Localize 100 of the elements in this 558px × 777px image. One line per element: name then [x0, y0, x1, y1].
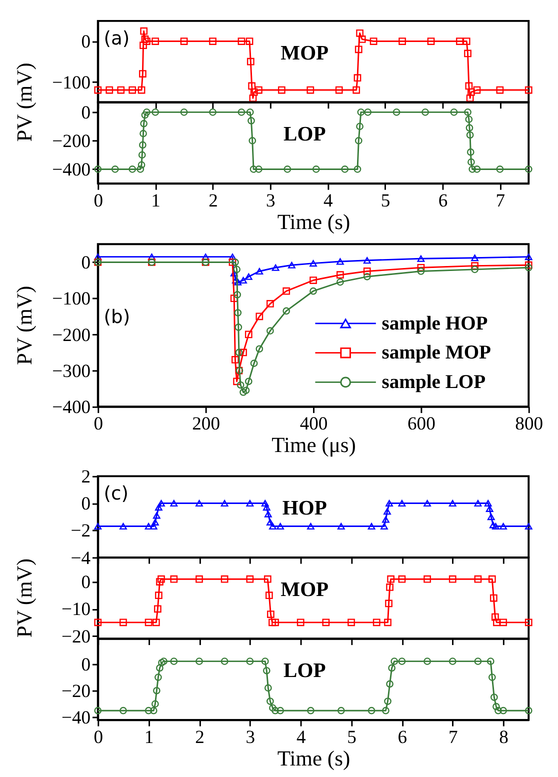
point	[468, 158, 475, 166]
point	[422, 108, 429, 116]
point	[158, 575, 165, 583]
point	[388, 664, 396, 672]
annotation: (c)	[104, 484, 129, 505]
legend-label: sample LOP	[382, 372, 486, 394]
point	[424, 500, 431, 507]
point	[94, 618, 102, 626]
point	[448, 575, 456, 583]
series-label: MOP	[280, 578, 329, 601]
point	[465, 116, 473, 123]
point	[244, 273, 252, 280]
y-tick-label: −4	[70, 548, 91, 569]
point	[94, 86, 102, 94]
y-tick-label: −40	[61, 708, 91, 729]
y-tick-label: −20	[61, 680, 91, 702]
point	[238, 38, 246, 45]
point	[143, 108, 150, 116]
point	[354, 74, 362, 82]
point	[158, 500, 165, 507]
point	[196, 575, 203, 583]
point	[500, 523, 507, 530]
point	[138, 161, 146, 169]
point	[358, 36, 366, 43]
point	[486, 505, 494, 512]
point	[307, 523, 314, 530]
point	[262, 666, 270, 674]
point	[486, 658, 494, 665]
point	[363, 268, 371, 275]
point	[474, 500, 482, 507]
point	[490, 594, 498, 602]
y-tick-label: −400	[52, 397, 91, 418]
point	[262, 504, 270, 511]
point	[417, 255, 425, 262]
point	[272, 706, 279, 714]
point	[266, 518, 274, 526]
point	[284, 166, 292, 173]
point	[310, 287, 317, 295]
x-tick-label: 2	[208, 190, 218, 212]
point	[357, 108, 365, 116]
point	[230, 294, 238, 302]
point	[152, 108, 160, 116]
point	[473, 166, 481, 173]
point	[202, 254, 210, 260]
point	[250, 360, 258, 368]
point	[267, 610, 274, 618]
point	[246, 58, 254, 66]
point	[464, 108, 472, 116]
point	[228, 254, 236, 260]
point	[261, 658, 269, 665]
point	[386, 500, 393, 507]
point	[156, 664, 164, 672]
point	[233, 266, 240, 274]
point	[496, 86, 504, 94]
point	[234, 324, 242, 331]
point	[150, 706, 158, 714]
point	[496, 166, 504, 173]
y-tick-label: −400	[52, 160, 91, 181]
point	[500, 618, 507, 626]
point	[276, 523, 284, 530]
point	[261, 500, 269, 507]
series-label: LOP	[284, 660, 326, 682]
point	[356, 29, 364, 37]
point	[152, 512, 160, 519]
point	[155, 592, 162, 600]
x-tick-label: 3	[246, 726, 256, 748]
point	[268, 618, 276, 626]
point	[138, 86, 146, 94]
point	[492, 613, 499, 621]
point	[140, 42, 147, 50]
point	[322, 618, 330, 626]
point	[473, 86, 481, 94]
point	[240, 277, 247, 284]
point	[139, 70, 146, 78]
y-tick-label: −100	[52, 288, 91, 310]
point	[94, 254, 102, 260]
point	[372, 618, 380, 626]
point	[139, 141, 146, 149]
point	[417, 264, 425, 272]
point	[348, 618, 355, 626]
point	[248, 137, 256, 144]
point	[384, 698, 392, 705]
point	[392, 108, 400, 116]
point	[524, 618, 532, 626]
x-axis-title: Time (μs)	[272, 433, 356, 458]
y-tick-label: 0	[81, 32, 91, 53]
point	[462, 38, 470, 45]
x-tick-label: 7	[448, 726, 458, 748]
point	[141, 111, 149, 119]
point	[266, 698, 274, 705]
point	[386, 584, 394, 591]
point	[266, 327, 274, 335]
point	[255, 86, 262, 94]
point	[450, 108, 458, 116]
point	[487, 514, 495, 520]
point	[236, 381, 244, 389]
y-axis-title: PV (mV)	[12, 286, 36, 365]
point	[249, 94, 257, 102]
point	[398, 658, 406, 665]
x-tick-label: 1	[144, 726, 154, 748]
